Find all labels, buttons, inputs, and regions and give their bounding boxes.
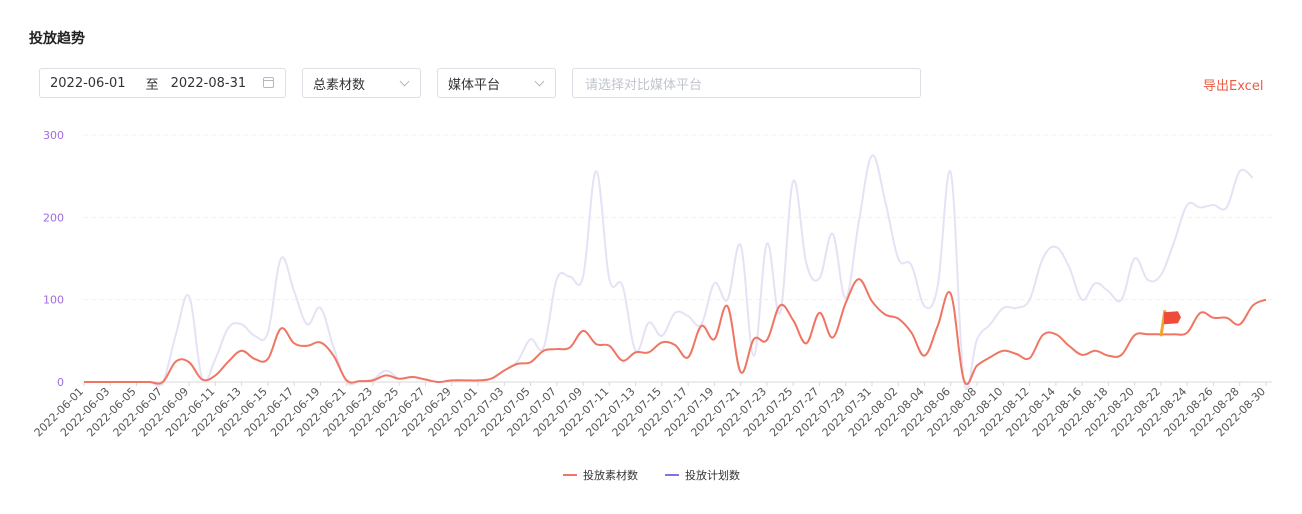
platform-select-value: 媒体平台: [448, 77, 501, 93]
section-title: 投放趋势: [29, 31, 85, 47]
date-separator: 至: [145, 77, 159, 93]
y-tick-label: 200: [43, 211, 64, 224]
series-line-material: [84, 278, 1267, 386]
legend-item-material[interactable]: 投放素材数: [563, 467, 638, 483]
platform-select[interactable]: 媒体平台: [437, 68, 556, 98]
calendar-icon[interactable]: [263, 77, 274, 88]
y-tick-label: 0: [57, 376, 64, 389]
date-end[interactable]: 2022-08-31: [170, 75, 247, 91]
flag-icon: [1163, 311, 1181, 325]
legend-swatch: [665, 474, 679, 476]
export-excel-button[interactable]: 导出Excel: [1203, 79, 1264, 94]
legend-label: 投放素材数: [583, 469, 638, 482]
compare-platform-input[interactable]: 请选择对比媒体平台: [572, 68, 921, 98]
metric-select-value: 总素材数: [313, 77, 366, 93]
legend-swatch: [563, 474, 577, 476]
y-tick-label: 300: [43, 129, 64, 142]
metric-select[interactable]: 总素材数: [302, 68, 421, 98]
date-range-picker[interactable]: 2022-06-01 至 2022-08-31: [39, 68, 286, 98]
date-start[interactable]: 2022-06-01: [50, 75, 126, 91]
compare-placeholder: 请选择对比媒体平台: [585, 77, 703, 93]
legend-item-plan[interactable]: 投放计划数: [665, 467, 740, 483]
legend-label: 投放计划数: [685, 469, 740, 482]
y-tick-label: 100: [43, 294, 64, 307]
series-line-plan: [84, 154, 1254, 391]
